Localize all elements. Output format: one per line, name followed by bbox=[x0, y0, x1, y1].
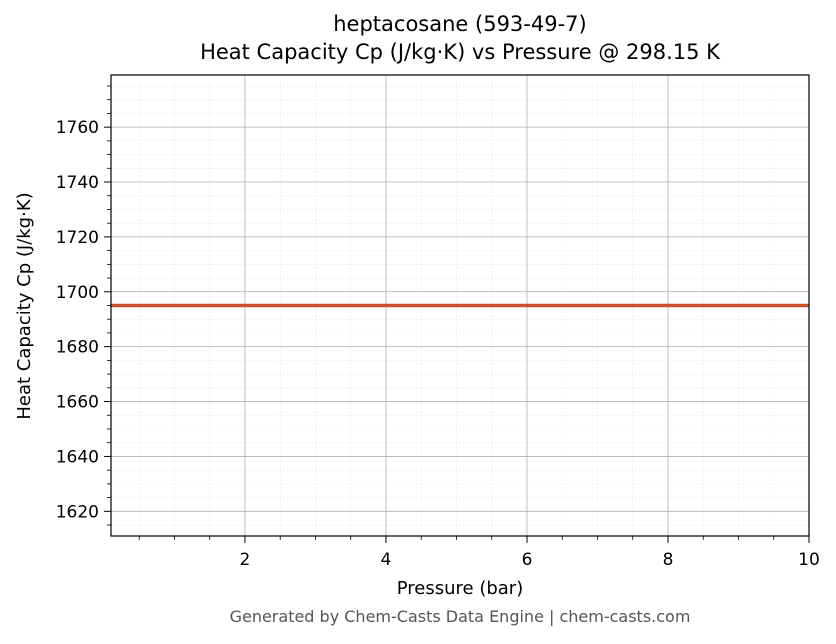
y-tick-label: 1720 bbox=[56, 228, 99, 248]
x-tick-label: 4 bbox=[381, 550, 392, 570]
minor-grid bbox=[111, 75, 809, 536]
x-tick-label: 6 bbox=[522, 550, 533, 570]
y-tick-label: 1740 bbox=[56, 173, 99, 193]
y-tick-label: 1660 bbox=[56, 393, 99, 413]
x-tick-label: 8 bbox=[663, 550, 674, 570]
y-tick-label: 1680 bbox=[56, 338, 99, 358]
footer-credit: Generated by Chem-Casts Data Engine | ch… bbox=[229, 607, 691, 626]
x-axis-label: Pressure (bar) bbox=[397, 578, 523, 599]
y-tick-label: 1700 bbox=[56, 283, 99, 303]
x-tick-label: 10 bbox=[798, 550, 820, 570]
y-tick-label: 1620 bbox=[56, 502, 99, 522]
chart-subtitle: Heat Capacity Cp (J/kg·K) vs Pressure @ … bbox=[200, 40, 720, 64]
tick-labels: 2 4 6 8 10 1620 1640 1660 1680 1700 1720 1740 1760 bbox=[56, 118, 820, 570]
axis-ticks bbox=[104, 85, 810, 543]
y-axis-label: Heat Capacity Cp (J/kg·K) bbox=[14, 192, 35, 419]
chart-title: heptacosane (593-49-7) bbox=[333, 12, 587, 36]
y-tick-label: 1760 bbox=[56, 118, 99, 138]
y-tick-label: 1640 bbox=[56, 447, 99, 467]
x-tick-label: 2 bbox=[240, 550, 251, 570]
